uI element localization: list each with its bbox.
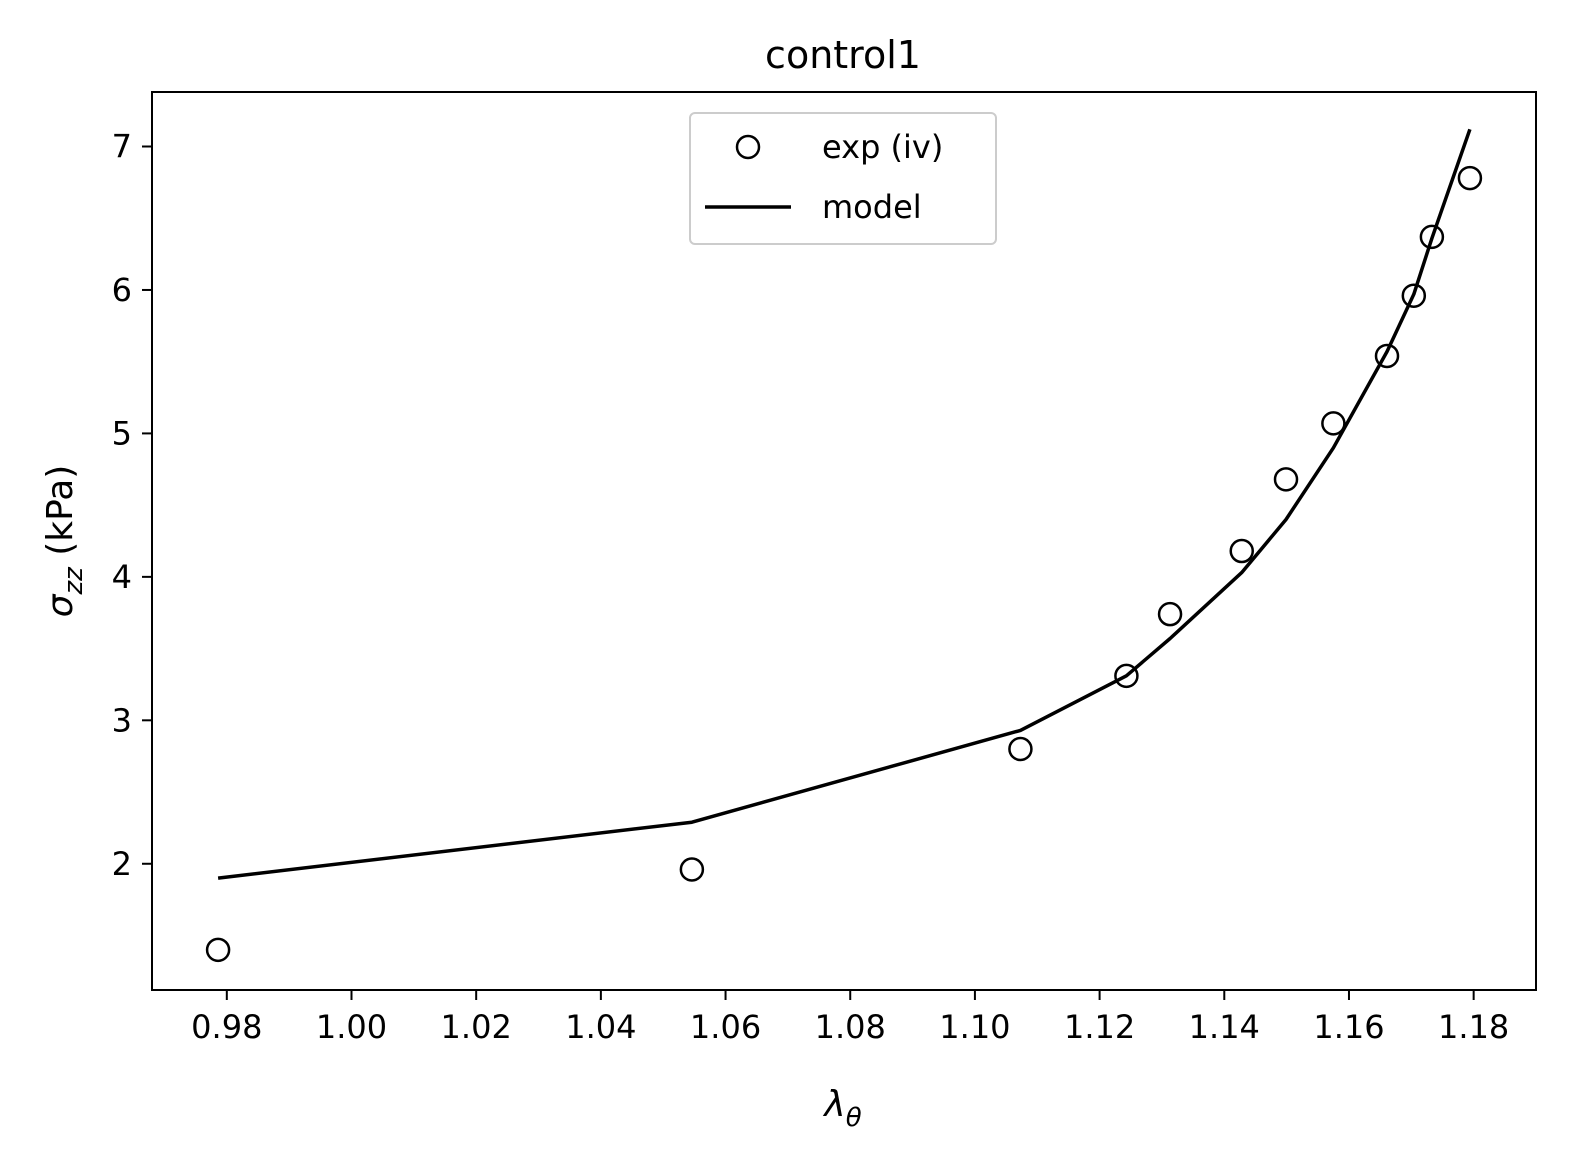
x-tick-label: 1.08 [815,1008,886,1046]
x-tick-label: 1.06 [690,1008,761,1046]
x-tick-label: 1.04 [565,1008,636,1046]
exp-data-point [679,857,705,882]
legend-marker-icon [735,134,761,160]
legend: exp (iv) model [689,112,997,245]
x-tick-label: 1.00 [316,1008,387,1046]
x-tick-label: 1.18 [1438,1008,1509,1046]
y-axis: 2 3 4 5 6 7 [112,128,152,883]
exp-data-point [1008,736,1033,762]
exp-data-point [1374,343,1400,369]
y-axis-label-subscript: zz [59,566,89,596]
exp-data-point [1114,663,1139,689]
y-tick-label: 5 [112,414,132,452]
exp-data-point [1419,224,1445,250]
legend-box [689,112,997,245]
exp-data-point [1401,283,1427,308]
x-axis-label-subscript: θ [846,1103,862,1133]
y-tick-label: 3 [112,701,132,739]
y-tick-label: 6 [112,271,132,309]
y-axis-label-symbol: σ [40,593,81,617]
y-axis-label-unit: (kPa) [40,465,81,568]
plot-frame [151,91,1537,991]
exp-data-point [1229,538,1254,564]
x-tick-label: 1.02 [441,1008,512,1046]
y-axis-label: σzz (kPa) [40,465,89,618]
exp-data-point [1457,165,1483,191]
x-axis-label-symbol: λ [822,1084,845,1125]
x-tick-label: 1.12 [1064,1008,1135,1046]
legend-label-model: model [822,188,922,226]
x-axis-label: λθ [822,1084,861,1133]
legend-label-exp: exp (iv) [822,128,943,166]
exp-iv-series [205,165,1483,963]
plot-area [205,128,1483,963]
chart-title: control1 [765,33,921,77]
y-tick-label: 2 [112,845,132,883]
exp-data-point [1273,467,1299,492]
x-tick-label: 0.98 [191,1008,262,1046]
y-tick-label: 7 [112,128,132,166]
exp-data-point [205,937,231,963]
exp-data-point [1321,411,1346,436]
x-tick-label: 1.16 [1313,1008,1384,1046]
exp-data-point [1157,601,1183,627]
x-tick-label: 1.10 [939,1008,1010,1046]
x-axis: 0.98 1.00 1.02 1.04 1.06 1.08 1.10 1.12 1.14 1.16… [191,990,1509,1046]
y-tick-label: 4 [112,558,132,596]
x-tick-label: 1.14 [1189,1008,1260,1046]
